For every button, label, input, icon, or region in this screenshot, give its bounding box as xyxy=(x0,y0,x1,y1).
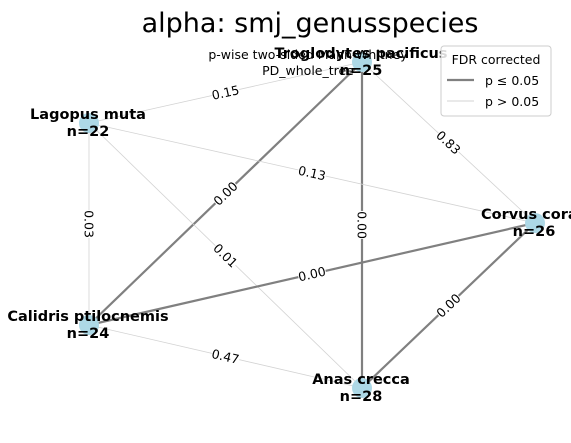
node-name-corvus: Corvus corax xyxy=(481,207,571,223)
edge-label-ptilocnemis-anas: 0.47 xyxy=(210,346,241,367)
legend: FDR corrected p ≤ 0.05 p > 0.05 xyxy=(440,45,552,117)
node-count-lagopus: n=22 xyxy=(67,124,110,140)
node-name-ptilocnemis: Calidris ptilocnemis xyxy=(7,309,168,325)
node-troglodytes xyxy=(352,52,372,72)
edge-label-background xyxy=(354,211,370,239)
legend-nonsignificant-label: p > 0.05 xyxy=(485,94,539,109)
legend-significant-label: p ≤ 0.05 xyxy=(485,73,539,88)
legend-frame xyxy=(440,45,552,117)
legend-title: FDR corrected xyxy=(452,52,541,67)
nodes-layer xyxy=(79,52,545,398)
node-corvus xyxy=(525,213,545,233)
node-name-anas: Anas crecca xyxy=(312,372,410,388)
node-anas xyxy=(352,378,372,398)
node-lagopus xyxy=(79,113,99,133)
edge-label-corvus-ptilocnemis: 0.00 xyxy=(297,264,328,285)
chart-subtitle-line-2: PD_whole_tree xyxy=(262,63,354,78)
node-count-troglodytes: n=25 xyxy=(340,63,383,79)
node-name-troglodytes: Troglodytes pacificus xyxy=(274,46,447,62)
edge-label-background xyxy=(432,290,465,321)
node-count-anas: n=28 xyxy=(340,389,383,405)
edge-label-troglodytes-lagopus: 0.15 xyxy=(210,82,240,103)
node-name-lagopus: Lagopus muta xyxy=(30,107,146,123)
edge-label-group-troglodytes-anas: 0.00 xyxy=(354,211,370,239)
edge-label-group-lagopus-corvus: 0.13 xyxy=(296,162,328,184)
edge-label-background xyxy=(81,210,97,238)
edge-label-group-troglodytes-lagopus: 0.15 xyxy=(210,81,241,104)
edge-label-background xyxy=(432,127,465,158)
edge-label-background xyxy=(209,240,242,271)
edge-label-background xyxy=(210,81,241,104)
node-count-ptilocnemis: n=24 xyxy=(67,326,110,342)
edge-label-group-ptilocnemis-anas: 0.47 xyxy=(210,345,241,368)
chart-subtitle-line-1: p-wise two-sided Mann-Whitney xyxy=(208,47,408,62)
edge-label-background xyxy=(210,345,241,368)
edge-label-group-lagopus-ptilocnemis: 0.03 xyxy=(81,210,97,238)
edge-label-lagopus-ptilocnemis: 0.03 xyxy=(82,210,97,238)
node-count-corvus: n=26 xyxy=(513,224,556,240)
edge-label-background xyxy=(209,178,242,209)
chart-title: alpha: smj_genusspecies xyxy=(142,8,479,39)
edge-label-background xyxy=(296,162,328,184)
node-ptilocnemis xyxy=(79,315,99,335)
edge-label-group-troglodytes-corvus: 0.83 xyxy=(432,127,465,158)
edge-label-background xyxy=(296,263,328,285)
edge-label-troglodytes-anas: 0.00 xyxy=(355,211,370,239)
edge-label-group-corvus-ptilocnemis: 0.00 xyxy=(296,263,328,285)
edge-label-lagopus-corvus: 0.13 xyxy=(297,163,327,184)
